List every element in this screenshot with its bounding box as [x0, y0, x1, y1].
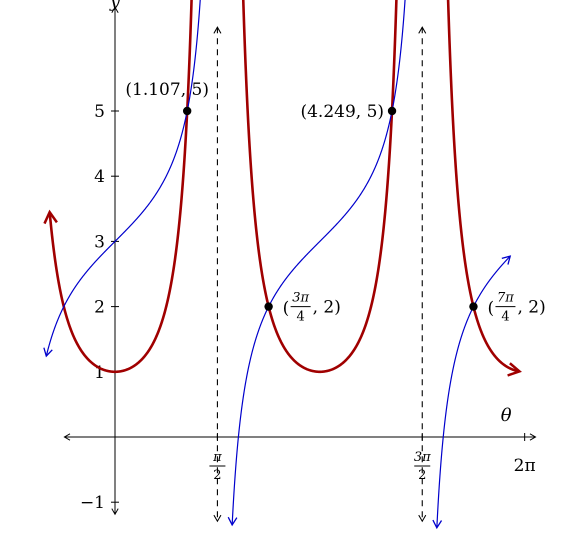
point-label-num-4: 7π: [497, 291, 514, 306]
y-tick-label-6: 5: [94, 102, 105, 122]
point-label-den-4: 4: [501, 310, 509, 325]
y-tick-label-2: 1: [94, 363, 105, 383]
point-label-1: (1.107, 5): [125, 80, 209, 100]
y-tick-label-5: 4: [94, 167, 105, 187]
point-label-open-2: (: [283, 299, 290, 319]
x-tick-label-num-1: π: [212, 450, 222, 465]
ticks: −1 1 2 3 4 5 π 2 3π 2 2π: [80, 102, 536, 513]
point-label-tail-2: , 2): [313, 298, 341, 318]
series-2-branch-1: [43, 0, 206, 358]
series-2-branch-2: [227, 0, 411, 527]
series-lines: [43, 0, 522, 530]
point-3: [387, 106, 397, 116]
x-tick-label-3: 2π: [514, 456, 536, 476]
point-label-den-2: 4: [296, 310, 304, 325]
x-tick-label-num-2: 3π: [414, 450, 431, 465]
point-label-tail-4: , 2): [517, 298, 545, 318]
x-axis-title: θ: [501, 405, 512, 426]
data-points: (1.107, 5) (3π 4 , 2) (4.249, 5) (7π 4 , 2): [125, 80, 545, 325]
x-tick-label-den-2: 2: [418, 468, 426, 483]
y-tick-label-4: 3: [94, 232, 105, 252]
point-4: [469, 302, 478, 311]
x-tick-label-den-1: 2: [213, 468, 221, 483]
point-label-num-2: 3π: [292, 291, 309, 306]
y-tick-label-3: 2: [94, 298, 105, 318]
y-axis-title: y: [109, 0, 121, 12]
point-label-3: (4.249, 5): [300, 102, 384, 122]
point-2: [264, 302, 273, 311]
y-tick-label-1: −1: [80, 493, 105, 513]
point-1: [182, 106, 192, 116]
point-label-open-4: (: [487, 299, 494, 319]
series-1-branch-1: [43, 0, 200, 374]
